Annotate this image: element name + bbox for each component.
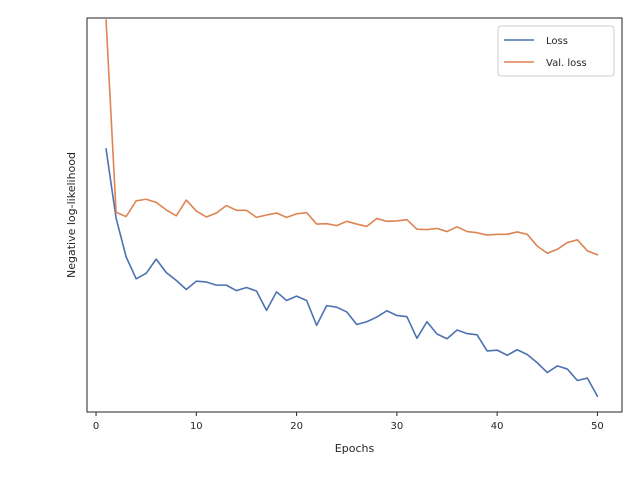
series-line-1 (105, 148, 599, 398)
x-tick-label: 0 (93, 421, 99, 432)
plot-area (105, 19, 599, 398)
x-tick-label: 20 (290, 421, 303, 432)
axes-frame (86, 17, 623, 413)
x-axis-label: Epochs (335, 442, 375, 455)
legend-label-2: Val. loss (546, 58, 587, 69)
y-axis-label: Negative log-likelihood (65, 152, 78, 278)
series-line-2 (105, 19, 599, 256)
x-tick-label: 50 (591, 421, 604, 432)
x-ticks: 0 10 20 30 40 50 (93, 412, 604, 432)
legend-box (497, 25, 615, 77)
x-tick-label: 30 (391, 421, 404, 432)
x-tick-label: 40 (491, 421, 504, 432)
legend-label-1: Loss (546, 36, 568, 47)
legend: Loss Val. loss (497, 25, 615, 77)
x-tick-label: 10 (190, 421, 203, 432)
series-layer (105, 19, 599, 398)
